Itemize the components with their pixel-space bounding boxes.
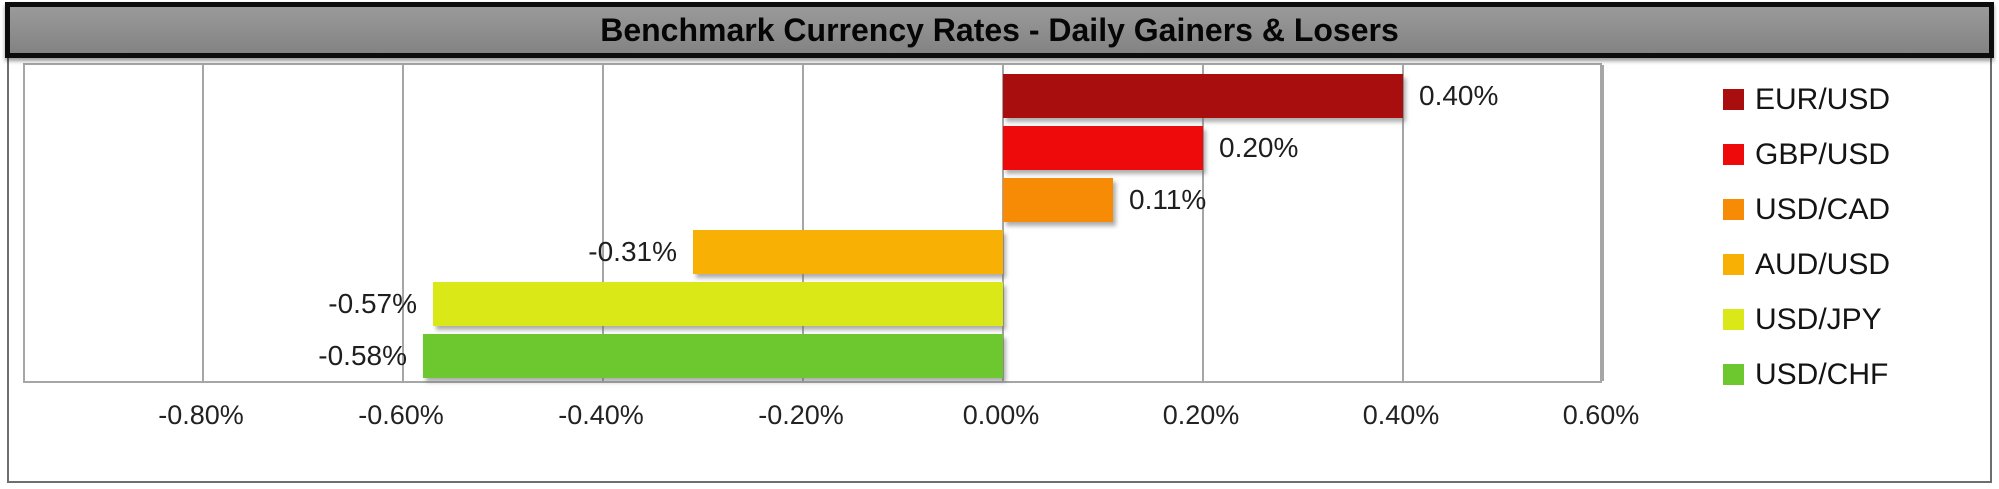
legend-item-gbp-usd: GBP/USD [1723,127,1890,182]
legend-label: AUD/USD [1755,247,1891,281]
bar-value-label: 0.40% [1419,80,1499,111]
legend-swatch-icon [1723,89,1744,110]
gridline [202,65,204,381]
legend-swatch-icon [1723,309,1744,330]
bar-value-label: -0.58% [318,340,407,371]
gridline [1602,65,1604,381]
legend-label: GBP/USD [1755,137,1891,171]
chart-title: Benchmark Currency Rates - Daily Gainers… [600,11,1399,48]
gridline [1202,65,1204,381]
x-tick-label: -0.20% [758,400,844,430]
legend-item-usd-jpy: USD/JPY [1723,292,1890,347]
legend-swatch-icon [1723,199,1744,220]
x-tick-label: -0.60% [358,400,444,430]
x-tick-label: 0.40% [1362,400,1440,430]
legend-label: USD/CHF [1755,357,1889,391]
x-tick-label: -0.40% [558,400,644,430]
bar-value-label: -0.31% [588,236,677,267]
legend-item-eur-usd: EUR/USD [1723,72,1890,127]
bar-usd-cad [1003,178,1113,222]
bar-value-label: -0.57% [328,288,417,319]
gridline [1402,65,1404,381]
legend-label: USD/CAD [1755,192,1891,226]
legend-item-usd-chf: USD/CHF [1723,347,1890,402]
title-bar: Benchmark Currency Rates - Daily Gainers… [5,2,1994,58]
x-tick-label: 0.60% [1562,400,1640,430]
legend-swatch-icon [1723,254,1744,275]
bar-value-label: 0.11% [1129,184,1207,215]
plot-area: 0.40% 0.20% 0.11% -0.31% -0.57% -0.58% [23,63,1604,383]
gridline [602,65,604,381]
gridline [802,65,804,381]
legend-swatch-icon [1723,144,1744,165]
legend-item-aud-usd: AUD/USD [1723,237,1890,292]
legend-item-usd-cad: USD/CAD [1723,182,1890,237]
legend-swatch-icon [1723,364,1744,385]
gridline [402,65,404,381]
bar-usd-chf [423,334,1003,378]
bar-usd-jpy [433,282,1003,326]
legend: EUR/USD GBP/USD USD/CAD AUD/USD USD/JPY USD/C… [1723,72,1890,402]
bar-value-label: 0.20% [1219,132,1299,163]
legend-label: USD/JPY [1755,302,1882,336]
x-tick-label: -0.80% [158,400,244,430]
bar-aud-usd [693,230,1003,274]
bar-eur-usd [1003,74,1403,118]
bar-gbp-usd [1003,126,1203,170]
x-tick-label: 0.20% [1162,400,1240,430]
legend-label: EUR/USD [1755,82,1891,116]
zero-axis-line [1002,65,1004,381]
x-tick-label: 0.00% [962,400,1040,430]
